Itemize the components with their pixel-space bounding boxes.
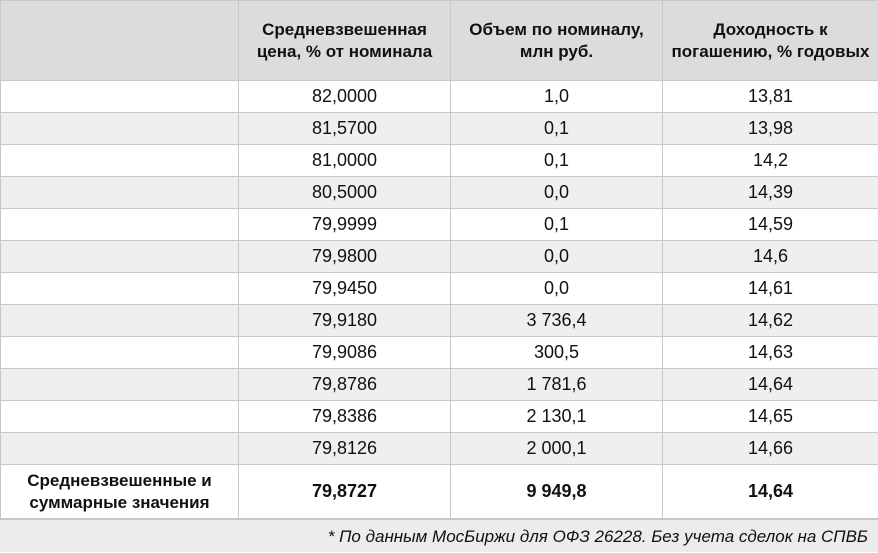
price-cell: 81,0000 [239,145,451,177]
total-label: Средневзвешенные и суммарные значения [1,465,239,519]
footnote: * По данным МосБиржи для ОФЗ 26228. Без … [0,519,878,552]
row-label [1,337,239,369]
price-cell: 79,9450 [239,273,451,305]
volume-cell: 2 000,1 [451,433,663,465]
volume-cell: 1 781,6 [451,369,663,401]
row-label [1,241,239,273]
price-cell: 79,8126 [239,433,451,465]
yield-cell: 14,39 [663,177,878,209]
row-label [1,209,239,241]
price-cell: 79,9086 [239,337,451,369]
price-cell: 79,9999 [239,209,451,241]
yield-cell: 14,66 [663,433,878,465]
total-volume: 9 949,8 [451,465,663,519]
header-yield: Доходность к погашению, % годовых [663,1,878,81]
yield-cell: 14,6 [663,241,878,273]
volume-cell: 3 736,4 [451,305,663,337]
volume-cell: 300,5 [451,337,663,369]
row-label [1,145,239,177]
row-label [1,177,239,209]
yield-cell: 13,81 [663,81,878,113]
price-cell: 81,5700 [239,113,451,145]
yield-cell: 14,63 [663,337,878,369]
header-empty [1,1,239,81]
volume-cell: 1,0 [451,81,663,113]
row-label [1,273,239,305]
row-label [1,305,239,337]
volume-cell: 0,1 [451,145,663,177]
volume-cell: 0,0 [451,177,663,209]
volume-cell: 0,0 [451,241,663,273]
header-row: Средневзвешенная цена, % от номинала Объ… [1,1,878,81]
row-label [1,433,239,465]
total-row: Средневзвешенные и суммарные значения 79… [1,465,878,519]
price-cell: 79,8386 [239,401,451,433]
row-label [1,401,239,433]
yield-cell: 14,61 [663,273,878,305]
yield-cell: 13,98 [663,113,878,145]
price-cell: 79,9800 [239,241,451,273]
row-label [1,81,239,113]
yield-cell: 14,65 [663,401,878,433]
yield-cell: 14,64 [663,369,878,401]
row-label [1,369,239,401]
header-price: Средневзвешенная цена, % от номинала [239,1,451,81]
volume-cell: 0,1 [451,209,663,241]
yield-cell: 14,59 [663,209,878,241]
price-cell: 82,0000 [239,81,451,113]
bond-trades-table: Средневзвешенная цена, % от номинала Объ… [0,0,878,519]
yield-cell: 14,2 [663,145,878,177]
price-cell: 79,8786 [239,369,451,401]
price-cell: 79,9180 [239,305,451,337]
volume-cell: 0,0 [451,273,663,305]
header-volume: Объем по номиналу, млн руб. [451,1,663,81]
price-cell: 80,5000 [239,177,451,209]
row-label [1,113,239,145]
yield-cell: 14,62 [663,305,878,337]
total-yield: 14,64 [663,465,878,519]
volume-cell: 2 130,1 [451,401,663,433]
volume-cell: 0,1 [451,113,663,145]
total-price: 79,8727 [239,465,451,519]
